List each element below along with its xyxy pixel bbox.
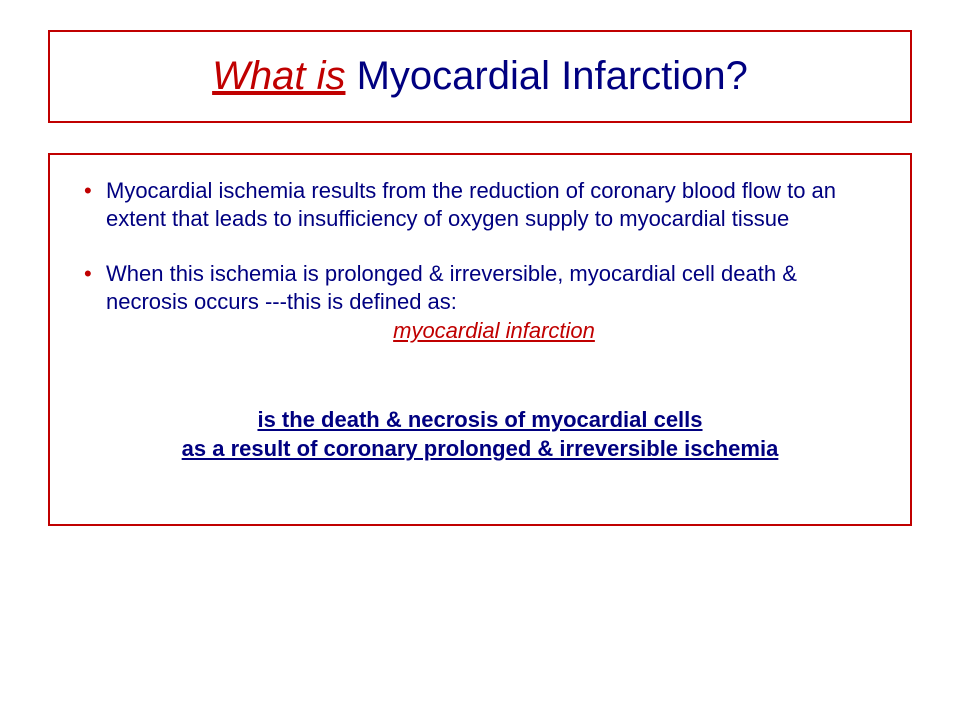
title-prefix: What is xyxy=(212,54,345,98)
bullet-text: Myocardial ischemia results from the red… xyxy=(106,178,836,231)
bullet-text: When this ischemia is prolonged & irreve… xyxy=(106,261,797,314)
highlight-term: myocardial infarction xyxy=(106,317,882,345)
definition-line: is the death & necrosis of myocardial ce… xyxy=(78,405,882,435)
content-box: Myocardial ischemia results from the red… xyxy=(48,153,912,526)
definition-block: is the death & necrosis of myocardial ce… xyxy=(78,405,882,464)
title-box: What is Myocardial Infarction? xyxy=(48,30,912,123)
bullet-item: When this ischemia is prolonged & irreve… xyxy=(78,260,882,345)
bullet-item: Myocardial ischemia results from the red… xyxy=(78,177,882,232)
definition-line: as a result of coronary prolonged & irre… xyxy=(78,434,882,464)
bullet-list: Myocardial ischemia results from the red… xyxy=(78,177,882,345)
title-rest: Myocardial Infarction? xyxy=(345,54,747,98)
